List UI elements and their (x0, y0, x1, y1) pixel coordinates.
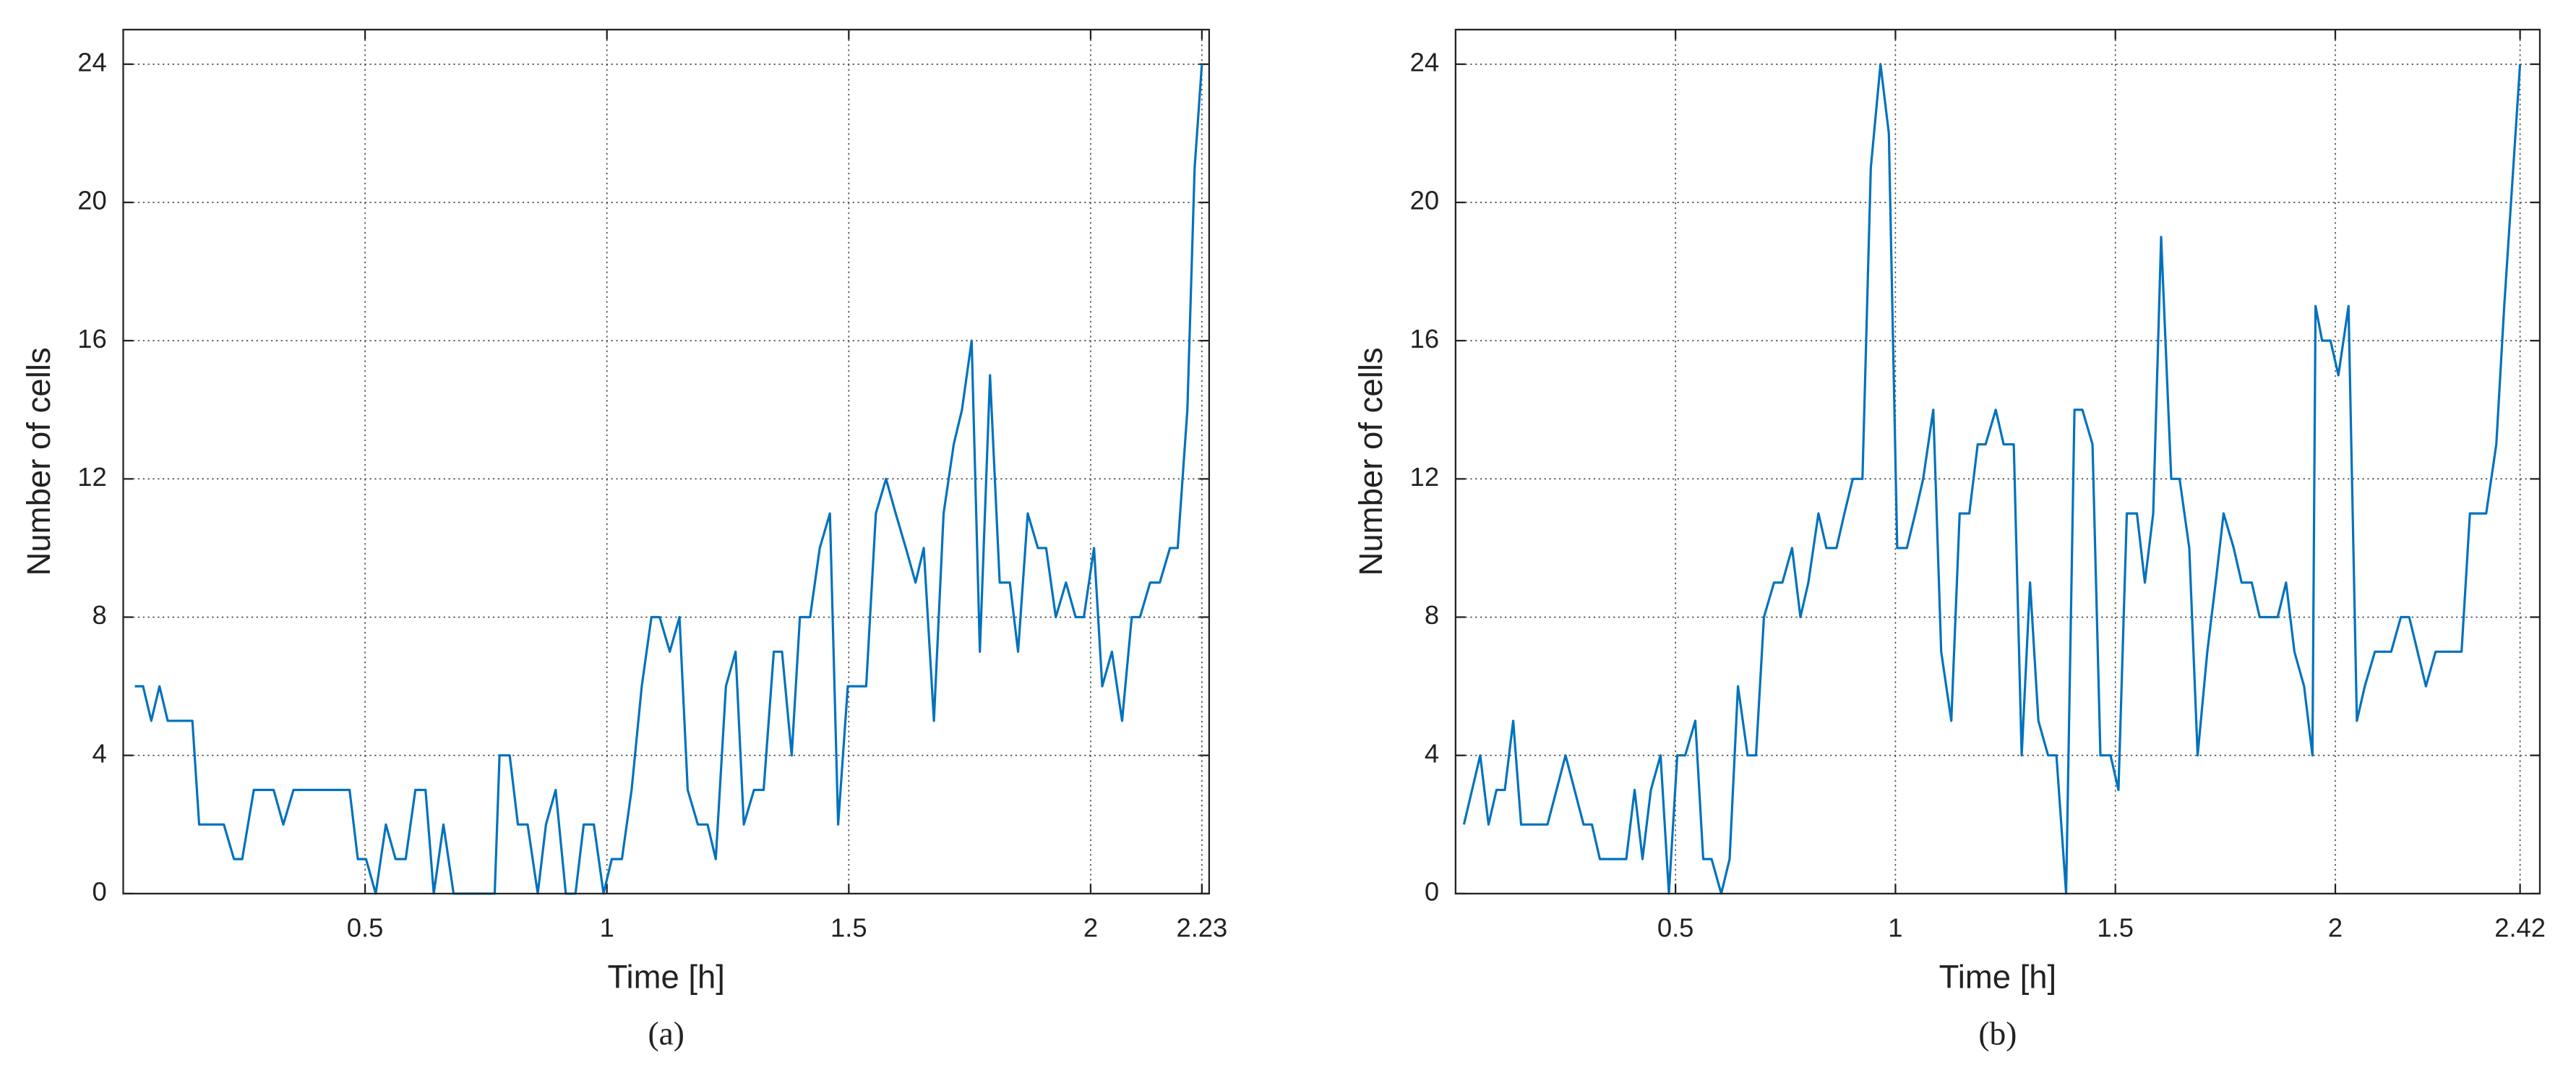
y-tick-label: 8 (93, 600, 107, 630)
x-axis-label: Time [h] (1939, 958, 2056, 995)
y-tick-label: 4 (93, 738, 107, 768)
y-tick-label: 20 (77, 186, 106, 215)
x-tick-label: 1.5 (2097, 913, 2134, 943)
y-tick-label: 24 (77, 47, 106, 77)
y-tick-label: 16 (77, 324, 106, 354)
plot-frame (1454, 28, 2541, 895)
x-tick-label: 0.5 (1657, 913, 1694, 943)
x-tick-label: 2 (1083, 913, 1098, 943)
caption: (a) (648, 1014, 684, 1051)
y-axis-label: Number of cells (1352, 347, 1389, 576)
x-tick-label: 1 (600, 913, 614, 943)
x-tick-label: 2.42 (2494, 913, 2546, 943)
y-tick-label: 8 (1425, 600, 1439, 630)
x-tick-label: 1.5 (830, 913, 867, 943)
y-tick-label: 0 (1425, 877, 1439, 907)
y-tick-label: 12 (1410, 462, 1439, 492)
plot-frame (122, 28, 1211, 895)
y-axis-label: Number of cells (20, 347, 57, 576)
y-tick-label: 4 (1425, 738, 1439, 768)
y-tick-label: 16 (1410, 324, 1439, 354)
y-tick-label: 0 (93, 877, 107, 907)
x-tick-label: 2.23 (1176, 913, 1227, 943)
data-line (134, 64, 1203, 895)
x-axis-label: Time [h] (607, 958, 724, 995)
x-tick-label: 2 (2328, 913, 2343, 943)
y-tick-label: 24 (1410, 47, 1439, 77)
y-tick-label: 12 (77, 462, 106, 492)
x-tick-label: 0.5 (347, 913, 384, 943)
data-line (1462, 63, 2522, 895)
y-tick-label: 20 (1410, 186, 1439, 215)
caption: (b) (1978, 1014, 2017, 1051)
x-tick-label: 1 (1888, 913, 1902, 943)
